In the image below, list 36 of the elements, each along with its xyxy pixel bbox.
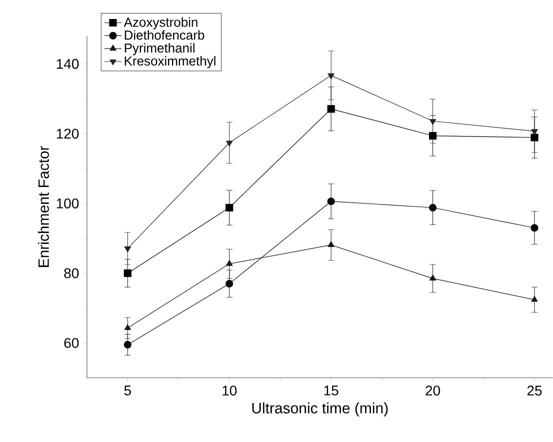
x-tick-label: 15: [324, 386, 338, 396]
point: [429, 119, 436, 125]
y-axis-title: Enrichment Factor: [38, 146, 49, 268]
point: [428, 132, 437, 140]
legend-label: Diethofencarb: [124, 30, 204, 40]
point: [124, 269, 132, 278]
point: [428, 204, 437, 212]
y-tick-label: 60: [64, 338, 79, 348]
point: [429, 274, 436, 281]
x-tick-label: 25: [527, 386, 542, 396]
y-tick-label: 140: [56, 59, 79, 69]
point: [226, 204, 234, 212]
y-tick-label: 80: [64, 268, 79, 278]
x-tick-label: 20: [426, 386, 440, 396]
x-axis-title: Ultrasonic time (min): [252, 402, 388, 416]
point: [531, 129, 538, 136]
legend-label: Kresoximmethyl: [124, 56, 216, 68]
x-tick-label: 10: [222, 386, 237, 396]
point: [226, 280, 234, 288]
point: [124, 341, 132, 349]
point: [226, 140, 233, 147]
point: [124, 324, 131, 330]
x-tick-label: 5: [124, 386, 131, 396]
y-tick-label: 100: [56, 198, 79, 208]
legend-label: Azoxystrobin: [124, 17, 198, 30]
point: [328, 73, 334, 80]
point: [531, 296, 538, 302]
point: [226, 260, 233, 266]
point: [530, 134, 538, 142]
legend-label: Pyrimethanil: [124, 43, 194, 56]
point: [124, 246, 131, 252]
point: [327, 198, 335, 206]
point: [327, 105, 335, 113]
point: [530, 224, 538, 232]
point: [328, 241, 334, 248]
y-tick-label: 120: [56, 128, 79, 139]
